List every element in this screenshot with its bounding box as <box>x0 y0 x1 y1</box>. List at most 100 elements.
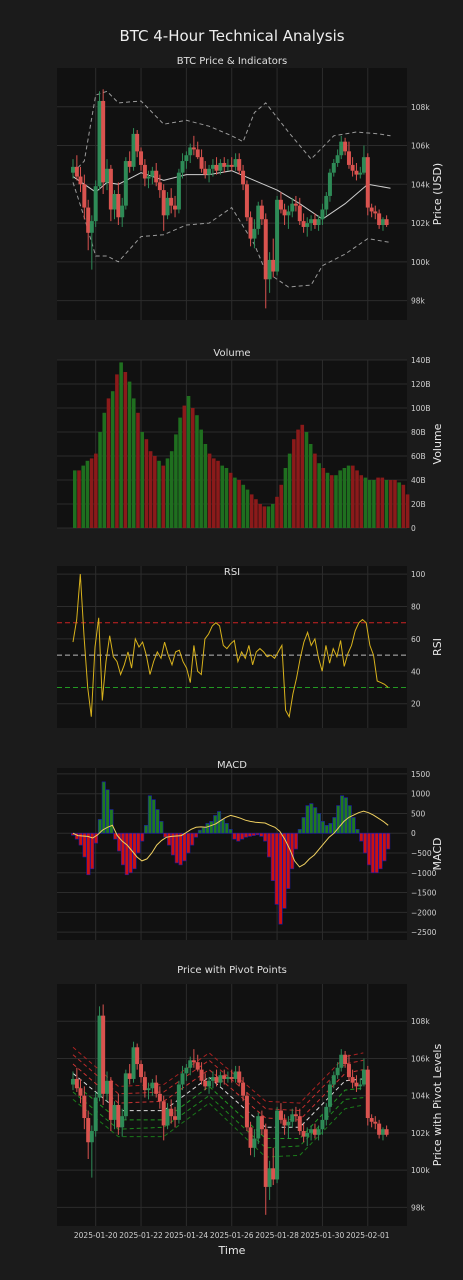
price-candle <box>361 157 366 173</box>
macd-histogram-bar <box>343 797 348 834</box>
price-candle <box>123 161 128 206</box>
price-candle <box>237 159 242 171</box>
pivot-candle <box>101 1015 106 1094</box>
y-tick-label: 106k <box>411 142 430 151</box>
price-candle <box>157 182 162 191</box>
pivot-candle <box>176 1084 181 1120</box>
pivot-candle <box>241 1082 246 1096</box>
volume-bar <box>321 468 326 528</box>
price-candle <box>339 141 344 156</box>
volume-bar <box>329 475 334 528</box>
macd-histogram-bar <box>320 821 325 834</box>
pivot-candle <box>165 1108 170 1126</box>
pivot-candle <box>286 1121 291 1126</box>
volume-bar <box>380 477 385 528</box>
price-candle <box>297 205 302 222</box>
volume-bar <box>249 494 254 528</box>
volume-bar <box>359 475 364 528</box>
price-candle <box>271 259 276 272</box>
macd-histogram-bar <box>351 817 356 834</box>
macd-histogram-bar <box>263 832 268 842</box>
y-tick-label: 108k <box>411 103 430 112</box>
volume-bar <box>98 432 102 528</box>
pivot-candle <box>358 1084 363 1087</box>
price-candle <box>305 223 310 227</box>
macd-histogram-bar <box>167 832 172 846</box>
volume-bar <box>308 444 313 528</box>
volume-bar <box>148 451 153 528</box>
price-candle <box>108 168 113 210</box>
macd-histogram-bar <box>359 832 364 842</box>
price-candle <box>225 164 230 167</box>
price-candle <box>142 164 147 179</box>
y-axis-title: Price (USD) <box>431 163 444 225</box>
x-tick-label: 2025-01-22 <box>119 1231 163 1240</box>
price-candle <box>191 147 196 150</box>
pivot-candle <box>214 1077 219 1083</box>
price-panel: 98k 100k 102k 104k 106k 108k BTC Price & Indic… <box>57 56 444 320</box>
volume-bar <box>73 470 77 528</box>
pivot-candle <box>278 1110 283 1120</box>
y-tick-label: 102k <box>411 1129 430 1138</box>
macd-histogram-bar <box>366 832 371 866</box>
volume-bar <box>153 456 157 528</box>
pivot-candle <box>377 1123 382 1135</box>
price-candle <box>101 100 106 183</box>
pivot-candle <box>339 1054 344 1068</box>
macd-histogram-bar <box>232 832 237 840</box>
volume-bar <box>393 480 397 528</box>
x-tick-label: 2025-01-24 <box>165 1231 209 1240</box>
pivot-candle <box>225 1077 230 1079</box>
pivot-candle <box>297 1116 302 1132</box>
y-tick-label: 0 <box>411 524 416 533</box>
price-candle <box>354 170 359 175</box>
volume-bar <box>338 470 342 528</box>
macd-histogram-bar <box>86 832 91 876</box>
pivot-candle <box>218 1075 223 1083</box>
pivot-candle <box>233 1071 238 1079</box>
pivot-candle <box>105 1080 110 1094</box>
volume-bar <box>77 470 81 528</box>
volume-bar <box>275 496 279 528</box>
volume-bar <box>220 465 225 528</box>
volume-bar <box>85 460 90 528</box>
volume-bar <box>279 484 283 528</box>
price-candle <box>309 219 314 224</box>
macd-histogram-bar <box>136 832 141 854</box>
macd-histogram-bar <box>386 832 391 850</box>
volume-bar <box>266 506 271 528</box>
volume-bar <box>287 453 292 528</box>
macd-histogram-bar <box>78 832 83 846</box>
price-candle <box>180 161 185 173</box>
y-tick-label: 104k <box>411 1092 430 1101</box>
macd-histogram-bar <box>140 832 145 842</box>
volume-bar <box>304 432 309 528</box>
figure-title: BTC 4-Hour Technical Analysis <box>119 27 344 45</box>
price-candle <box>293 203 298 206</box>
price-candle <box>139 151 144 165</box>
pivot-candle <box>222 1075 227 1079</box>
price-candle <box>150 170 155 177</box>
volume-bar <box>351 465 355 528</box>
price-candle <box>169 197 174 206</box>
price-candle <box>346 151 351 165</box>
panel-title: MACD <box>217 760 247 771</box>
lower-band-line <box>72 182 391 288</box>
macd-histogram-bar <box>274 832 279 905</box>
y-tick-label: 80B <box>411 428 426 437</box>
macd-histogram-bar <box>151 799 156 834</box>
price-candle <box>380 219 385 226</box>
pivot-candle <box>135 1047 140 1065</box>
volume-bar <box>355 470 359 528</box>
pivot-candle <box>365 1069 370 1119</box>
volume-bar <box>405 494 410 528</box>
price-candle <box>74 166 79 177</box>
price-candle <box>324 195 329 210</box>
y-tick-label: 500 <box>411 809 426 818</box>
volume-bar <box>254 499 258 528</box>
price-candle <box>312 219 317 226</box>
resistance-1-line <box>72 1063 364 1121</box>
y-tick-label: 40B <box>411 476 426 485</box>
macd-histogram-bar <box>255 832 260 836</box>
volume-bar <box>119 362 123 528</box>
